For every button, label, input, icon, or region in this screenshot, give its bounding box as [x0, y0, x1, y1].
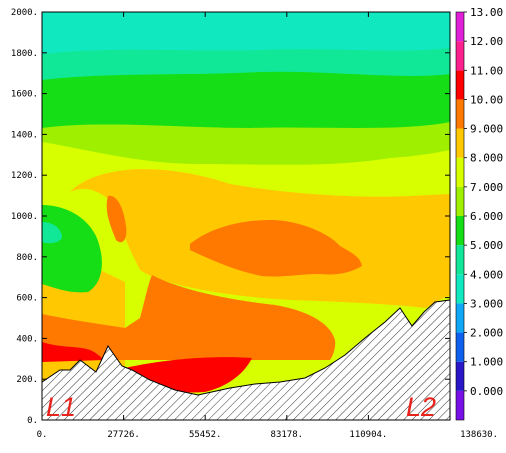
- colorbar-swatch: [456, 332, 464, 362]
- colorbar-label: 5.000: [470, 239, 503, 252]
- colorbar-swatch: [456, 12, 464, 42]
- endpoint-label-l2: L2: [406, 392, 436, 422]
- y-tick-label: 400.: [16, 334, 38, 344]
- y-tick-label: 1000.: [11, 212, 38, 222]
- colorbar-swatch: [456, 70, 464, 100]
- endpoint-label-l1: L1: [46, 392, 76, 422]
- colorbar-swatch: [456, 245, 464, 275]
- colorbar-swatch: [456, 216, 464, 246]
- y-tick-label: 600.: [16, 294, 38, 304]
- colorbar-label: 6.000: [470, 210, 503, 223]
- x-axis: 0. 27726. 55452. 83178. 110904. 138630.: [37, 12, 498, 440]
- colorbar-swatch: [456, 390, 464, 420]
- colorbar-label: 3.000: [470, 297, 503, 310]
- colorbar-label: 11.00: [470, 64, 503, 77]
- colorbar-swatch: [456, 186, 464, 216]
- y-tick-label: 1200.: [11, 171, 38, 181]
- y-axis: 0. 200. 400. 600. 800. 1000. 1200. 1400. 1600. 18…: [11, 8, 450, 426]
- colorbar-label: 8.000: [470, 152, 503, 165]
- colorbar-swatch: [456, 41, 464, 71]
- colorbar-swatch: [456, 303, 464, 333]
- colorbar-label: 1.000: [470, 356, 503, 369]
- y-tick-label: 200.: [16, 375, 38, 385]
- colorbar-swatch: [456, 274, 464, 304]
- y-tick-label: 2000.: [11, 8, 38, 18]
- y-tick-label: 1600.: [11, 90, 38, 100]
- x-tick-label: 0.: [37, 430, 48, 440]
- x-tick-label: 83178.: [271, 430, 304, 440]
- terrain-hatch: [41, 299, 451, 421]
- colorbar-label: 10.00: [470, 93, 503, 106]
- colorbar-label: 9.000: [470, 123, 503, 136]
- colorbar-swatch: [456, 99, 464, 129]
- colorbar-label: 2.000: [470, 327, 503, 340]
- colorbar: 0.000 1.000 2.000 3.000 4.000 5.000 6.000 7.000…: [455, 6, 503, 421]
- colorbar-label: 0.000: [470, 385, 503, 398]
- colorbar-label: 4.000: [470, 268, 503, 281]
- colorbar-label: 7.000: [470, 181, 503, 194]
- x-tick-label: 55452.: [189, 430, 222, 440]
- y-tick-label: 1400.: [11, 130, 38, 140]
- y-tick-label: 0.: [27, 416, 38, 426]
- y-tick-label: 1800.: [11, 49, 38, 59]
- x-tick-label: 138630.: [460, 430, 498, 440]
- colorbar-swatch: [456, 157, 464, 187]
- x-tick-label: 110904.: [349, 430, 387, 440]
- colorbar-swatch: [456, 361, 464, 391]
- x-tick-label: 27726.: [107, 430, 140, 440]
- y-tick-label: 800.: [16, 253, 38, 263]
- colorbar-label: 13.00: [470, 6, 503, 19]
- colorbar-swatch: [456, 128, 464, 158]
- colorbar-label: 12.00: [470, 35, 503, 48]
